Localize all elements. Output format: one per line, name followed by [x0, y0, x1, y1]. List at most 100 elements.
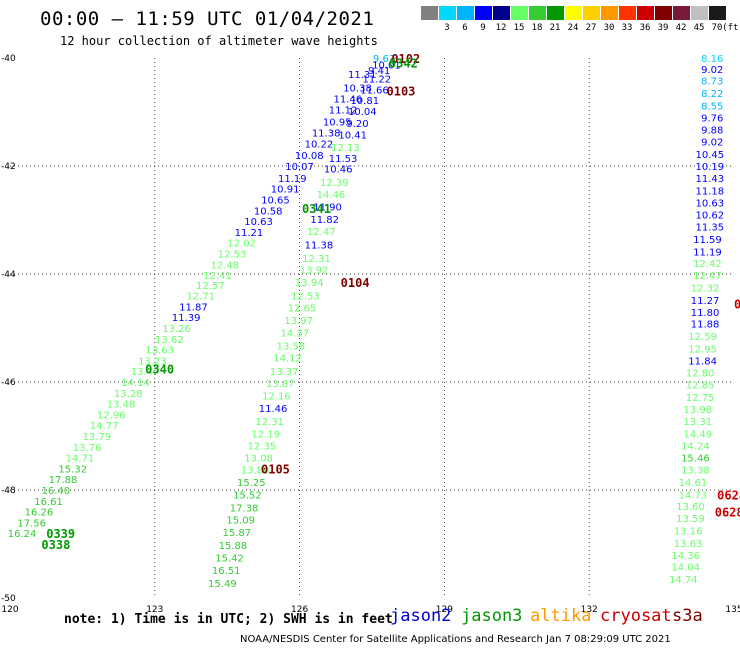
pass-id-label: 0105 — [261, 462, 290, 476]
scale-swatch — [565, 6, 582, 20]
lat-tick-label: -48 — [1, 486, 16, 496]
pass-id-label: 0340 — [145, 363, 174, 377]
pass-id-label: 0628 — [715, 506, 740, 520]
scale-tick-label: 30 — [603, 23, 615, 33]
wave-height-value: 14.49 — [683, 429, 712, 440]
wave-height-value: 11.22 — [363, 75, 392, 86]
wave-height-value: 15.42 — [215, 554, 244, 565]
wave-height-value: 13.79 — [83, 432, 112, 443]
wave-height-value: 11.43 — [696, 174, 725, 185]
wave-height-value: 10.62 — [696, 211, 725, 222]
wave-height-value: 13.63 — [145, 346, 174, 357]
wave-height-value: 12.57 — [196, 281, 225, 292]
scale-swatch — [619, 6, 636, 20]
wave-height-value: 10.41 — [338, 131, 367, 142]
wave-height-value: 13.31 — [683, 417, 712, 428]
wave-height-value: 13.26 — [162, 324, 191, 335]
wave-height-value: 17.38 — [230, 503, 259, 514]
pass-id-label: 0104 — [341, 276, 370, 290]
wave-height-value: 13.08 — [244, 454, 273, 465]
wave-height-value: 13.98 — [683, 405, 712, 416]
wave-height-value: 13.60 — [676, 502, 705, 513]
wave-height-value: 14.14 — [121, 378, 150, 389]
wave-height-value: 14.04 — [671, 563, 700, 574]
pass-id-label: 0102 — [391, 52, 420, 66]
wave-height-value: 12.47 — [693, 271, 722, 282]
map-axis-labels: 120 123 126 129 132 135 -40 -42 -44 -46 -48 -50 — [1, 54, 740, 615]
wave-height-value: 11.19 — [693, 247, 722, 258]
scale-tick-label: 15 — [513, 23, 525, 33]
wave-height-value: 10.01 — [372, 60, 401, 71]
lon-tick-label: 132 — [581, 605, 598, 615]
wave-height-value: 15.87 — [223, 528, 252, 539]
pass-id-label: 0338 — [41, 538, 70, 552]
lat-tick-label: -44 — [1, 270, 16, 280]
lon-tick-label: 129 — [436, 605, 453, 615]
page-title: 00:00 – 11:59 UTC 01/04/2021 — [40, 8, 375, 30]
lat-tick-label: -46 — [1, 378, 16, 388]
scale-swatch — [475, 6, 492, 20]
wave-height-value: 12.95 — [688, 345, 717, 356]
lon-tick-label: 123 — [146, 605, 163, 615]
wave-height-value: 15.52 — [233, 490, 262, 501]
scale-tick-label: 36 — [639, 23, 651, 33]
wave-height-value: 11.46 — [259, 404, 288, 415]
wave-height-value: 11.90 — [313, 203, 342, 214]
wave-height-value: 10.91 — [271, 185, 300, 196]
wave-height-value: 11.80 — [691, 308, 720, 319]
lat-tick-label: -42 — [1, 162, 16, 172]
wave-height-value: 12.31 — [255, 417, 284, 428]
wave-height-value: 16.26 — [25, 508, 54, 519]
wave-height-value: 11.53 — [329, 154, 358, 165]
wave-height-value: 12.31 — [302, 254, 331, 265]
wave-height-value: 10.45 — [696, 150, 725, 161]
note-text: note: 1) Time is in UTC; 2) SWH is in fe… — [64, 612, 393, 627]
scale-tick-label: 27 — [585, 23, 597, 33]
wave-height-value: 14.37 — [280, 328, 309, 339]
scale-tick-label: 21 — [549, 23, 561, 33]
wave-height-value: 11.19 — [278, 174, 307, 185]
scale-swatch — [583, 6, 600, 20]
wave-height-value: 12.71 — [186, 292, 215, 303]
wave-height-value: 11.21 — [235, 228, 264, 239]
wave-height-value: 11.46 — [334, 95, 363, 106]
wave-height-value: 14.61 — [679, 478, 708, 489]
lon-tick-label: 135 — [725, 605, 740, 615]
wave-height-value: 13.58 — [277, 341, 306, 352]
wave-height-value: 12.53 — [291, 292, 320, 303]
wave-height-value: 16.24 — [8, 529, 37, 540]
wave-height-value: 10.22 — [305, 139, 334, 150]
scale-tick-label: 6 — [462, 23, 468, 33]
wave-height-value: 15.46 — [681, 454, 710, 465]
wave-height-value: 9.63 — [373, 54, 395, 65]
wave-height-value: 11.27 — [691, 296, 720, 307]
wave-height-value: 17.88 — [49, 475, 78, 486]
scale-tick-label: 70 — [711, 23, 723, 33]
pass-id-label: 0628 — [717, 488, 740, 502]
wave-height-value: 14.71 — [66, 454, 95, 465]
scale-tick-label: 3 — [444, 23, 450, 33]
satellite-legend-jason2: jason2 — [390, 606, 452, 626]
wave-height-observations: 9.6310.019.4111.2211.6610.8110.049.2010.… — [8, 54, 724, 590]
wave-height-value: 13.48 — [107, 400, 136, 411]
wave-height-value: 13.94 — [295, 278, 324, 289]
wave-height-value: 15.32 — [58, 464, 87, 475]
lon-tick-label: 120 — [1, 605, 18, 615]
wave-height-value: 11.59 — [693, 235, 722, 246]
wave-height-value: 13.62 — [155, 335, 184, 346]
wave-height-value: 11.84 — [688, 356, 717, 367]
wave-height-value: 11.31 — [348, 70, 377, 81]
wave-height-value: 13.28 — [114, 389, 143, 400]
scale-swatch — [547, 6, 564, 20]
lon-tick-label: 126 — [291, 605, 308, 615]
wave-height-value: 12.13 — [331, 143, 360, 154]
wave-height-value: 11.12 — [329, 105, 358, 116]
wave-height-value: 12.39 — [320, 178, 349, 189]
wave-height-value: 14.77 — [90, 421, 119, 432]
wave-height-value: 10.95 — [323, 118, 352, 129]
wave-height-value: 11.88 — [691, 320, 720, 331]
scale-tick-label: 24 — [567, 23, 579, 33]
wave-height-value: 14.12 — [273, 354, 302, 365]
wave-height-value: 16.51 — [212, 566, 241, 577]
wave-height-value: 13.16 — [674, 527, 703, 538]
